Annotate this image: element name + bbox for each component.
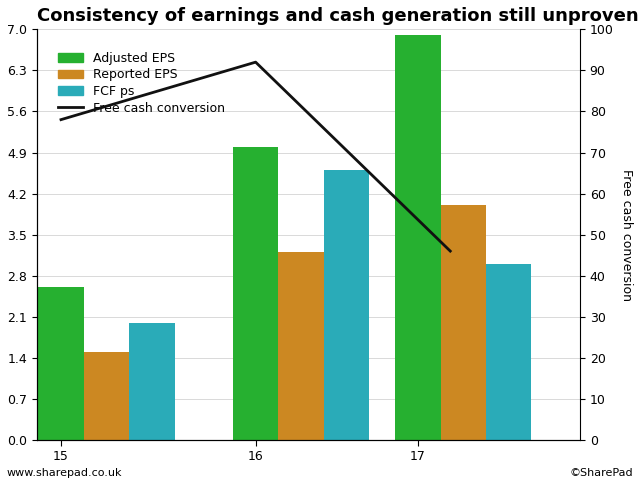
Legend: Adjusted EPS, Reported EPS, FCF ps, Free cash conversion: Adjusted EPS, Reported EPS, FCF ps, Free… bbox=[54, 48, 228, 119]
Bar bbox=[233, 146, 278, 440]
Text: Consistency of earnings and cash generation still unproven: Consistency of earnings and cash generat… bbox=[36, 7, 638, 25]
Text: ©SharePad: ©SharePad bbox=[570, 468, 634, 478]
Y-axis label: Free cash conversion: Free cash conversion bbox=[620, 168, 633, 300]
Text: www.sharepad.co.uk: www.sharepad.co.uk bbox=[6, 468, 122, 478]
Bar bbox=[129, 323, 175, 440]
Bar bbox=[440, 205, 486, 440]
Bar bbox=[278, 252, 324, 440]
Bar bbox=[38, 288, 84, 440]
Bar bbox=[84, 352, 129, 440]
Bar bbox=[324, 170, 369, 440]
Bar bbox=[395, 35, 440, 440]
Bar bbox=[486, 264, 531, 440]
